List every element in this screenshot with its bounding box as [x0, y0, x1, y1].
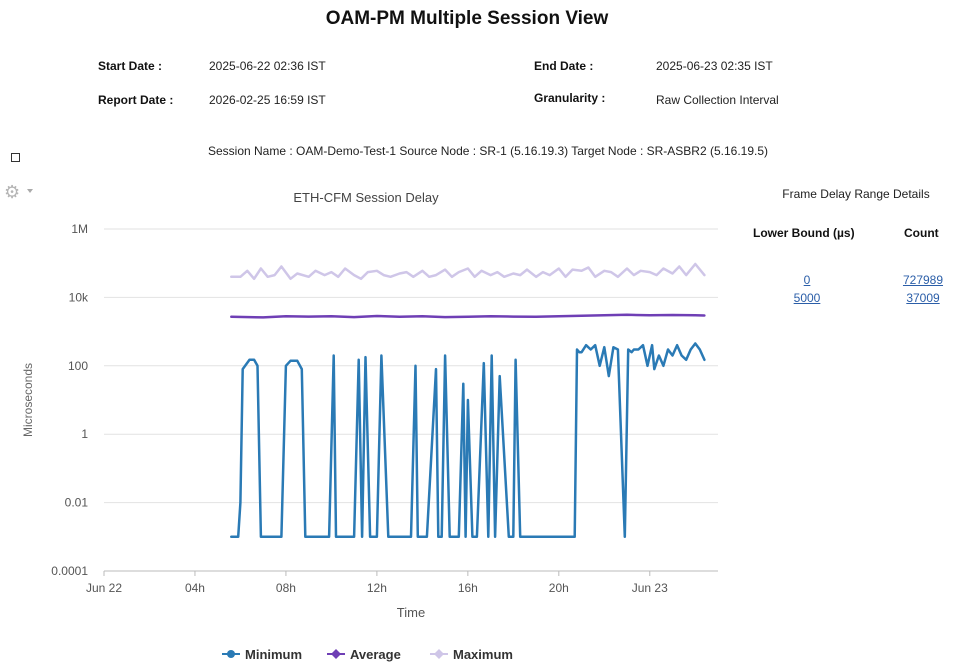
y-tick-label: 0.01 [65, 496, 89, 510]
report-date-value: 2026-02-25 16:59 IST [209, 93, 326, 107]
legend-marker [434, 649, 444, 659]
series-line-average [230, 313, 706, 319]
frame-delay-col-lower: Lower Bound (µs) [753, 226, 855, 240]
session-info: Session Name : OAM-Demo-Test-1 Source No… [207, 144, 769, 158]
start-date-label: Start Date : [98, 59, 163, 73]
chart-title: ETH-CFM Session Delay [293, 190, 439, 205]
start-date-value: 2025-06-22 02:36 IST [209, 59, 326, 73]
series-line-maximum [230, 262, 706, 281]
granularity-value: Raw Collection Interval [656, 93, 779, 107]
x-axis-title: Time [397, 605, 425, 620]
y-tick-label: 100 [68, 359, 88, 373]
x-tick-label: 20h [549, 581, 569, 595]
legend-label: Maximum [453, 647, 513, 662]
x-tick-label: Jun 22 [86, 581, 122, 595]
x-tick-label: 12h [367, 581, 387, 595]
granularity-label: Granularity : [534, 91, 606, 105]
y-tick-label: 1M [71, 222, 88, 236]
legend-item-average[interactable]: Average [327, 647, 401, 662]
x-tick-label: 16h [458, 581, 478, 595]
legend-label: Minimum [245, 647, 302, 662]
y-axis-title: Microseconds [21, 363, 35, 437]
gear-icon[interactable]: ⚙ [4, 182, 21, 202]
legend-marker [227, 650, 235, 658]
end-date-value: 2025-06-23 02:35 IST [656, 59, 773, 73]
legend-marker [331, 649, 341, 659]
frame-delay-title: Frame Delay Range Details [782, 187, 930, 201]
y-tick-label: 10k [69, 290, 89, 304]
checkbox-icon[interactable] [11, 153, 20, 162]
page-title: OAM-PM Multiple Session View [325, 8, 609, 29]
x-tick-label: Jun 23 [632, 581, 668, 595]
frame-delay-col-count: Count [904, 226, 939, 240]
legend-item-maximum[interactable]: Maximum [430, 647, 513, 662]
x-tick-label: 08h [276, 581, 296, 595]
chevron-down-icon[interactable] [27, 189, 33, 193]
report-date-label: Report Date : [98, 93, 174, 107]
frame-delay-count-link[interactable]: 727989 [902, 273, 944, 287]
frame-delay-lower-link[interactable]: 0 [803, 273, 811, 287]
legend-item-minimum[interactable]: Minimum [222, 647, 302, 662]
y-tick-label: 1 [81, 427, 88, 441]
series-line-minimum [230, 342, 706, 539]
end-date-label: End Date : [534, 59, 594, 73]
frame-delay-count-link[interactable]: 37009 [906, 291, 940, 305]
x-tick-label: 04h [185, 581, 205, 595]
legend-label: Average [350, 647, 401, 662]
y-tick-label: 0.0001 [51, 564, 88, 578]
frame-delay-lower-link[interactable]: 5000 [793, 291, 821, 305]
